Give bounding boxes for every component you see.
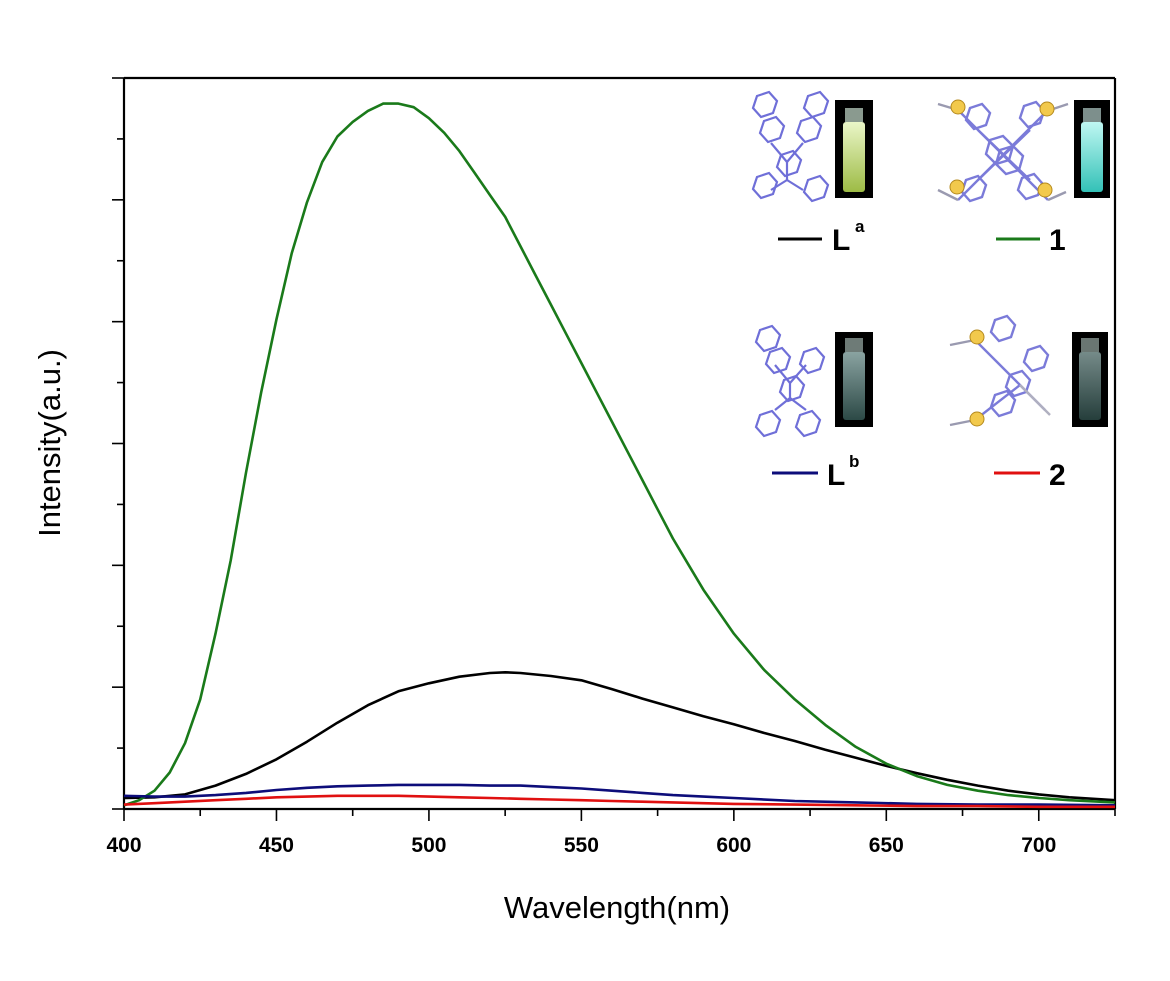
legend-label-1: 1 — [1049, 224, 1066, 257]
legend-entry-lb: L b — [754, 324, 873, 492]
series-lines — [123, 102, 1116, 809]
metal-atom-icon — [950, 99, 966, 115]
metal-atom-icon — [969, 411, 985, 427]
vial-photo-lb — [835, 332, 873, 427]
x-tick-label: 700 — [1021, 834, 1056, 857]
legend-label-2: 2 — [1049, 459, 1066, 492]
x-tick-label: 550 — [564, 834, 599, 857]
series-line-2 — [123, 783, 1116, 807]
x-tick-label: 650 — [869, 834, 904, 857]
metal-atom-icon — [1039, 101, 1055, 117]
molecule-structure-lb-icon — [754, 324, 826, 438]
metal-atom-icon — [1037, 182, 1053, 198]
legend: L a — [751, 90, 1110, 492]
y-axis-ticks — [112, 77, 124, 810]
vial-photo-la — [835, 100, 873, 198]
vial-photo-1 — [1074, 100, 1110, 198]
y-axis-title: Intensity(a.u.) — [32, 349, 67, 537]
x-tick-label: 400 — [106, 834, 141, 857]
legend-sup-lb: b — [849, 452, 859, 471]
x-tick-label: 600 — [716, 834, 751, 857]
molecule-structure-la-icon — [751, 90, 830, 203]
legend-label-lb: L — [827, 459, 845, 492]
x-axis-title: Wavelength(nm) — [504, 890, 730, 925]
molecule-structure-2-icon — [949, 314, 1051, 427]
legend-label-la: L — [832, 224, 850, 257]
x-axis-ticks: 400 450 500 550 600 650 700 — [106, 809, 1116, 857]
plot-frame — [122, 76, 1117, 811]
series-line-0 — [123, 671, 1116, 802]
series-line-1 — [123, 102, 1116, 807]
series-line-3 — [123, 794, 1115, 809]
metal-atom-icon — [949, 179, 965, 195]
molecule-structure-1-icon — [937, 100, 1069, 203]
legend-entry-la: L a — [751, 90, 873, 257]
metal-atom-icon — [969, 329, 985, 345]
x-tick-label: 450 — [259, 834, 294, 857]
x-tick-label: 500 — [411, 834, 446, 857]
legend-sup-la: a — [855, 217, 865, 236]
vial-photo-2 — [1072, 332, 1108, 427]
legend-entry-1: 1 — [937, 99, 1110, 257]
legend-entry-2: 2 — [949, 314, 1108, 492]
